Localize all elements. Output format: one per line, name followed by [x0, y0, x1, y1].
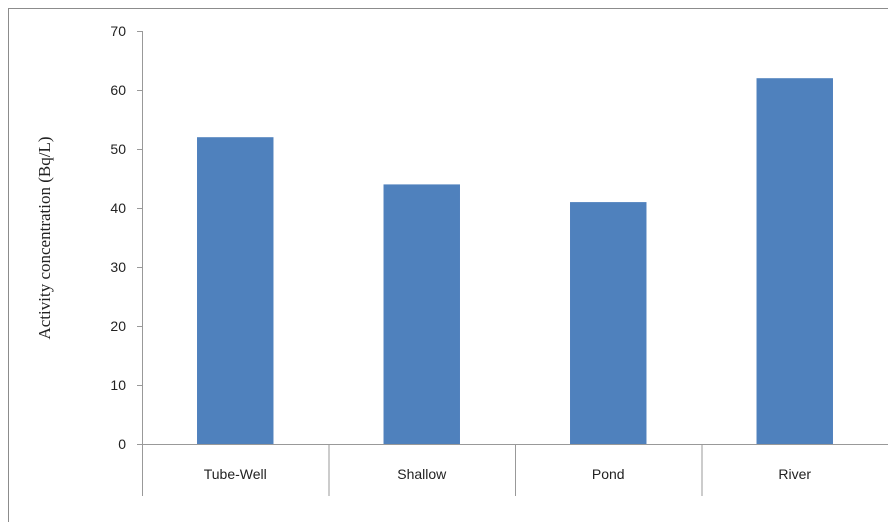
x-category-label: River — [778, 466, 811, 482]
y-tick-label: 30 — [110, 259, 126, 275]
y-axis-title: Activity concentration (Bq/L) — [35, 137, 54, 340]
y-tick-label: 20 — [110, 318, 126, 334]
x-category-label: Shallow — [397, 466, 447, 482]
y-tick-label: 0 — [118, 436, 126, 452]
x-category-label: Pond — [592, 466, 625, 482]
bar-shallow — [384, 184, 460, 444]
bar-river — [757, 78, 833, 444]
bar-pond — [570, 202, 646, 444]
y-tick-label: 40 — [110, 200, 126, 216]
bar-tube-well — [197, 137, 273, 444]
x-category-label: Tube-Well — [204, 466, 267, 482]
y-tick-label: 70 — [110, 23, 126, 39]
y-tick-label: 60 — [110, 82, 126, 98]
y-tick-label: 50 — [110, 141, 126, 157]
y-tick-label: 10 — [110, 377, 126, 393]
